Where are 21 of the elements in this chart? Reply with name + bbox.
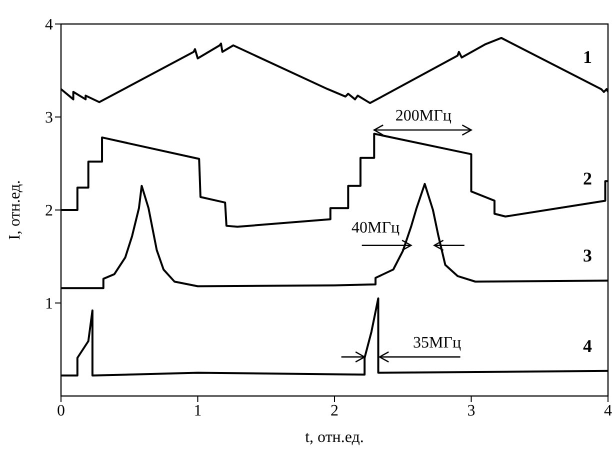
line-series: [61, 182, 608, 290]
annotation: 40МГц: [352, 219, 400, 236]
x-tick-label: 3: [467, 402, 476, 420]
y-tick-label: 4: [45, 16, 53, 34]
y-tick-label: 1: [45, 296, 53, 313]
series-label: 3: [582, 246, 592, 266]
line-series: [61, 36, 608, 104]
y-axis-title: I, отн.ед.: [6, 180, 24, 240]
x-tick-label: 2: [330, 402, 338, 420]
line-series: [61, 297, 608, 377]
series-label: 2: [582, 168, 592, 188]
y-tick-label: 2: [45, 202, 53, 220]
x-axis-title: t, отн.ед.: [305, 429, 364, 446]
x-tick-label: 4: [604, 402, 612, 420]
x-tick-label: 1: [194, 402, 202, 420]
x-tick-label: 0: [57, 402, 65, 420]
y-tick-label: 3: [45, 110, 53, 127]
series-label: 4: [582, 336, 592, 356]
annotation: 35МГц: [413, 334, 462, 352]
annotation: 200МГц: [395, 108, 452, 125]
series-label: 1: [582, 46, 592, 67]
